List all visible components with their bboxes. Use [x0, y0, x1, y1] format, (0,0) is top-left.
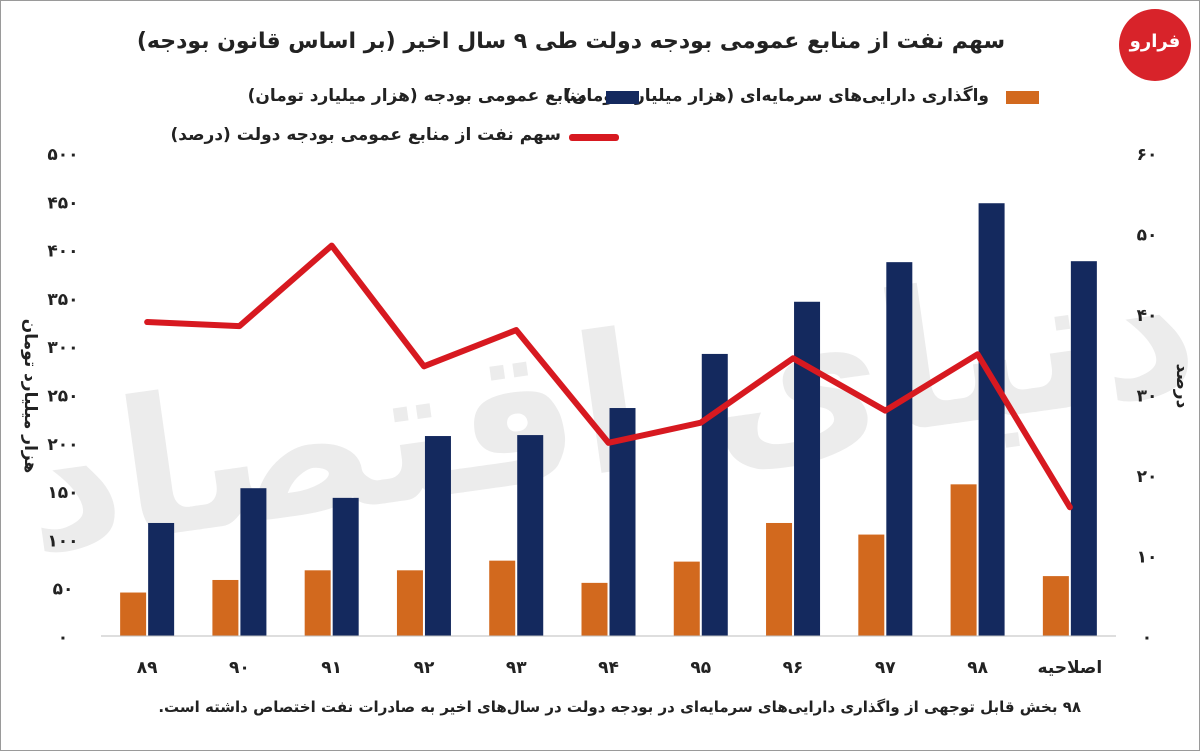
bar-public-resources-2 — [332, 497, 359, 636]
x-tick-label-3: ۹۲ — [414, 658, 435, 678]
footer-note-year: ۹۸ — [1062, 698, 1081, 716]
line-point-oil-share-9 — [975, 351, 981, 357]
legend-swatch-red-line — [569, 134, 619, 141]
x-tick-label-1: ۹۰ — [229, 658, 250, 678]
y-left-tick-label-0: ۰ — [58, 628, 68, 648]
bar-capital-assets-1 — [212, 579, 239, 636]
y-right-tick-label-4: ۴۰ — [1137, 306, 1158, 326]
x-tick-label-0: ۸۹ — [137, 658, 158, 678]
chart-title: سهم نفت از منابع عمومی بودجه دولت طی ۹ س… — [136, 29, 1006, 54]
bar-public-resources-10 — [1070, 261, 1097, 636]
x-tick-label-9: ۹۸ — [967, 658, 988, 678]
bar-capital-assets-3 — [396, 570, 423, 636]
y-left-tick-label-7: ۳۵۰ — [47, 290, 78, 310]
y-right-tick-label-6: ۶۰ — [1137, 145, 1158, 165]
y-left-tick-label-2: ۱۰۰ — [47, 531, 78, 551]
legend-label-public-resources: منابع عمومی بودجه (هزار میلیارد تومان) — [247, 86, 587, 106]
bar-capital-assets-4 — [489, 560, 516, 636]
legend-label-oil-share: سهم نفت از منابع عمومی بودجه دولت (درصد) — [170, 125, 561, 145]
bar-public-resources-6 — [701, 353, 728, 636]
y-right-tick-label-1: ۱۰ — [1137, 548, 1158, 568]
bar-public-resources-1 — [240, 488, 267, 636]
x-tick-label-2: ۹۱ — [321, 658, 342, 678]
x-tick-label-4: ۹۳ — [506, 658, 527, 678]
bar-public-resources-5 — [609, 408, 636, 636]
bar-public-resources-0 — [148, 522, 175, 636]
y-right-tick-label-3: ۳۰ — [1137, 387, 1158, 407]
y-left-tick-label-1: ۵۰ — [53, 580, 74, 600]
bar-public-resources-3 — [424, 436, 451, 636]
footer-note-text: بخش قابل توجهی از واگذاری دارایی‌های سرم… — [158, 698, 1058, 716]
y-left-tick-label-10: ۵۰۰ — [47, 145, 78, 165]
x-tick-label-8: ۹۷ — [875, 658, 896, 678]
y-right-tick-label-5: ۵۰ — [1137, 226, 1158, 246]
y-left-tick-label-3: ۱۵۰ — [47, 483, 78, 503]
line-point-oil-share-7 — [790, 355, 796, 361]
bar-capital-assets-7 — [766, 522, 793, 636]
legend-swatch-navy — [606, 91, 639, 104]
footer-note: ۹۸ بخش قابل توجهی از واگذاری دارایی‌های … — [61, 698, 1081, 716]
line-point-oil-share-10 — [1067, 504, 1073, 510]
bar-capital-assets-0 — [120, 592, 147, 636]
y-left-tick-label-5: ۲۵۰ — [47, 387, 78, 407]
bar-capital-assets-5 — [581, 582, 608, 636]
y-right-axis-label: درصد — [1172, 364, 1192, 409]
bar-capital-assets-6 — [673, 561, 700, 636]
x-tick-label-5: ۹۴ — [598, 658, 619, 678]
bar-capital-assets-9 — [950, 484, 977, 636]
y-right-tick-label-0: ۰ — [1142, 628, 1152, 648]
y-left-tick-label-8: ۴۰۰ — [47, 242, 78, 262]
y-left-axis-label: هزار میلیارد تومان — [20, 319, 40, 474]
line-point-oil-share-6 — [698, 420, 704, 426]
x-tick-label-7: ۹۶ — [783, 658, 804, 678]
legend-label-capital-assets: واگذاری دارایی‌های سرمایه‌ای (هزار میلیا… — [564, 86, 989, 106]
line-point-oil-share-5 — [606, 440, 611, 446]
line-point-oil-share-0 — [144, 319, 150, 325]
bar-public-resources-8 — [886, 262, 913, 636]
brand-logo: فرارو — [1119, 9, 1191, 81]
line-point-oil-share-2 — [329, 243, 335, 249]
y-left-tick-label-9: ۴۵۰ — [47, 193, 78, 213]
bar-public-resources-7 — [794, 301, 821, 636]
y-right-tick-label-2: ۲۰ — [1137, 467, 1158, 487]
watermark-text: دنیای اقتصاد — [9, 214, 1199, 597]
line-point-oil-share-8 — [882, 408, 888, 414]
line-point-oil-share-4 — [513, 327, 519, 333]
bar-capital-assets-8 — [858, 534, 885, 636]
line-point-oil-share-1 — [236, 323, 242, 329]
bar-capital-assets-10 — [1042, 576, 1069, 636]
bar-public-resources-9 — [978, 203, 1005, 636]
x-tick-label-10: اصلاحیه — [1038, 658, 1103, 678]
bar-capital-assets-2 — [304, 570, 331, 636]
y-left-tick-label-4: ۲۰۰ — [47, 435, 78, 455]
brand-logo-text: فرارو — [1129, 31, 1181, 52]
legend-swatch-orange — [1006, 91, 1039, 104]
bar-public-resources-4 — [517, 435, 544, 636]
x-tick-label-6: ۹۵ — [690, 658, 711, 678]
line-point-oil-share-3 — [421, 363, 427, 369]
y-left-tick-label-6: ۳۰۰ — [47, 338, 78, 358]
